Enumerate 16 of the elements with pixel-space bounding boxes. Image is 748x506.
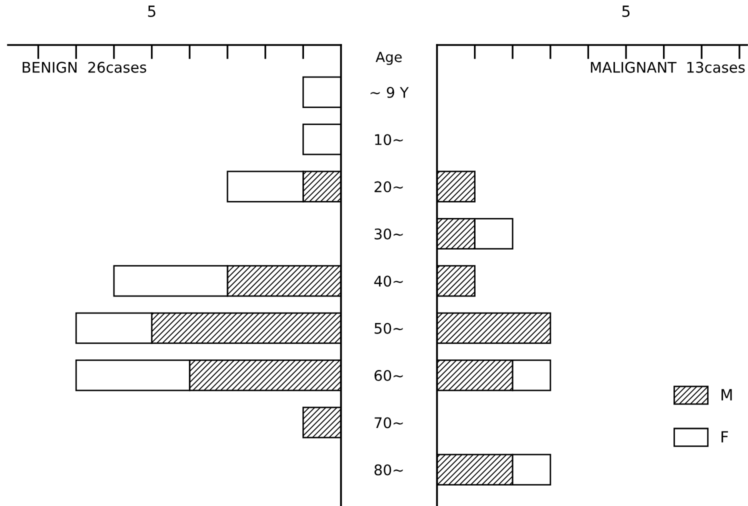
y-tick-label: 40~: [374, 276, 403, 287]
x-tick-label: 5: [148, 6, 156, 18]
y-tick-label: 50~: [374, 322, 403, 334]
y-tick-label: 20~: [374, 181, 403, 192]
legend-label: F: [722, 431, 728, 442]
legend-label: M: [722, 389, 732, 400]
y-tick-label: 80~: [374, 464, 403, 476]
x-tick-label: 5: [622, 6, 630, 18]
text: MALIGNANT 13cases: [590, 62, 745, 73]
y-tick-label: ~ 9 Y: [370, 86, 409, 98]
text: BENIGN 26cases: [22, 62, 146, 73]
y-axis-title: Age: [376, 52, 402, 65]
y-tick-label: 30~: [374, 228, 403, 240]
y-tick-label: 10~: [375, 134, 403, 146]
y-tick-label: 70~: [374, 417, 403, 428]
y-tick-label: 60~: [374, 370, 403, 382]
